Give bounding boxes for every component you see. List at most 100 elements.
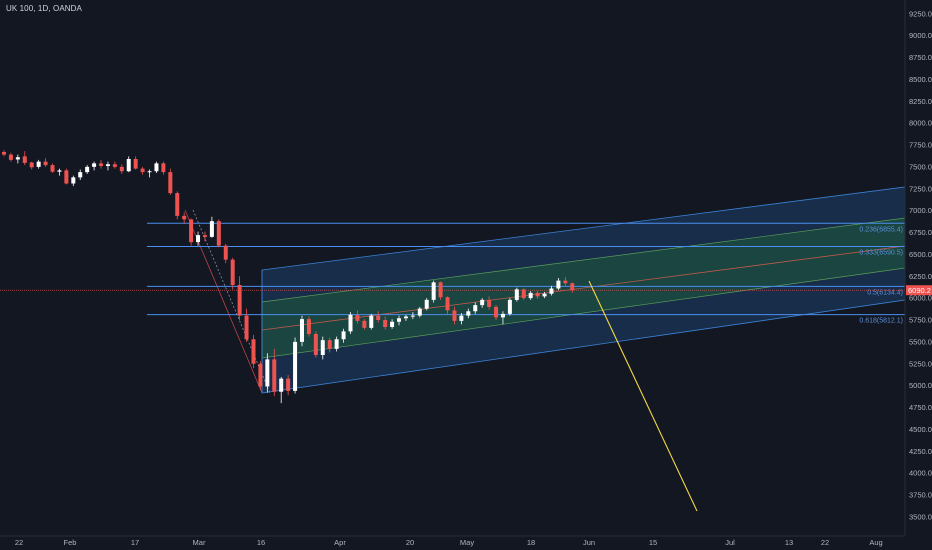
candle[interactable]	[327, 337, 332, 353]
candle[interactable]	[15, 154, 20, 164]
y-tick-label: 8000.0	[909, 119, 932, 128]
candle[interactable]	[383, 316, 388, 330]
candle[interactable]	[438, 281, 443, 300]
candle[interactable]	[196, 231, 201, 246]
candle[interactable]	[320, 336, 325, 360]
candle[interactable]	[424, 298, 429, 311]
candle[interactable]	[182, 212, 187, 224]
candle[interactable]	[542, 292, 547, 299]
candle[interactable]	[105, 161, 110, 171]
candle[interactable]	[71, 175, 76, 187]
y-tick-label: 7500.0	[909, 162, 932, 171]
candle[interactable]	[2, 150, 6, 157]
candle[interactable]	[140, 166, 145, 175]
candle[interactable]	[244, 308, 249, 342]
candle-body	[119, 166, 124, 172]
candle[interactable]	[369, 313, 374, 330]
candle[interactable]	[272, 348, 277, 397]
candle[interactable]	[355, 310, 360, 324]
candle[interactable]	[514, 287, 519, 302]
candle[interactable]	[500, 311, 505, 325]
candle[interactable]	[50, 163, 55, 173]
candle[interactable]	[549, 285, 554, 296]
candle-body	[126, 159, 131, 172]
candle[interactable]	[8, 152, 13, 162]
candle[interactable]	[417, 306, 422, 318]
candle[interactable]	[92, 161, 97, 171]
candle[interactable]	[466, 308, 471, 319]
candle[interactable]	[85, 165, 90, 174]
candle[interactable]	[306, 316, 311, 337]
candle[interactable]	[390, 319, 395, 329]
candle-body	[500, 313, 505, 318]
candle[interactable]	[147, 169, 152, 178]
candle[interactable]	[473, 302, 478, 314]
y-tick-label: 6250.0	[909, 272, 932, 281]
candle[interactable]	[376, 311, 381, 323]
time-axis[interactable]: 22 Feb 17 Mar 16 Apr 20 May 18 Jun 15 Jul 13 22 Aug	[0, 535, 905, 547]
candle[interactable]	[403, 314, 408, 321]
candle[interactable]	[36, 159, 41, 169]
candle[interactable]	[230, 257, 235, 290]
candle[interactable]	[459, 313, 464, 325]
candle[interactable]	[299, 315, 304, 347]
candle[interactable]	[334, 336, 339, 352]
candle[interactable]	[175, 191, 180, 220]
candle[interactable]	[410, 312, 415, 320]
candle[interactable]	[43, 158, 48, 167]
candle[interactable]	[265, 353, 270, 393]
candle[interactable]	[161, 161, 166, 175]
y-tick-label: 6000.0	[909, 294, 932, 303]
candle[interactable]	[279, 376, 284, 404]
candle[interactable]	[480, 298, 485, 308]
candle[interactable]	[57, 168, 62, 176]
candle[interactable]	[119, 164, 124, 174]
candle[interactable]	[528, 291, 533, 300]
candle[interactable]	[258, 361, 263, 390]
candle[interactable]	[22, 151, 27, 166]
candle[interactable]	[78, 169, 83, 181]
candle[interactable]	[362, 319, 367, 330]
candle[interactable]	[286, 375, 291, 396]
candle[interactable]	[223, 243, 228, 264]
candle[interactable]	[209, 216, 214, 238]
candle[interactable]	[313, 331, 318, 358]
candle[interactable]	[126, 156, 131, 173]
y-tick-label: 4000.0	[909, 469, 932, 478]
candle[interactable]	[348, 312, 353, 334]
candle[interactable]	[556, 278, 561, 291]
candle[interactable]	[431, 280, 436, 303]
candle-body	[105, 164, 110, 166]
candle[interactable]	[64, 168, 69, 185]
price-axis[interactable]: 9250.0 9000.0 8750.0 8500.0 8250.0 8000.0 7750…	[904, 0, 932, 550]
candle[interactable]	[251, 334, 256, 369]
candle-body	[85, 166, 90, 173]
candle[interactable]	[189, 218, 194, 246]
candle-body	[168, 172, 173, 194]
candle[interactable]	[570, 282, 575, 293]
candle[interactable]	[445, 296, 450, 314]
candle-body	[383, 320, 388, 327]
candle[interactable]	[293, 337, 298, 394]
x-tick-label: Mar	[193, 538, 206, 547]
candle[interactable]	[168, 168, 173, 195]
candle[interactable]	[397, 315, 402, 326]
candle[interactable]	[99, 159, 104, 169]
candle[interactable]	[133, 156, 138, 170]
candle[interactable]	[29, 161, 34, 170]
candle[interactable]	[535, 291, 540, 299]
candle[interactable]	[452, 306, 457, 325]
candle[interactable]	[202, 231, 207, 242]
candle[interactable]	[507, 298, 512, 316]
candle[interactable]	[521, 288, 526, 300]
candle[interactable]	[494, 305, 499, 320]
candle[interactable]	[487, 296, 492, 310]
candle[interactable]	[237, 276, 242, 320]
candle[interactable]	[216, 219, 221, 248]
candle[interactable]	[563, 277, 568, 286]
candle[interactable]	[341, 328, 346, 343]
candle[interactable]	[112, 161, 117, 169]
candle[interactable]	[154, 161, 159, 173]
